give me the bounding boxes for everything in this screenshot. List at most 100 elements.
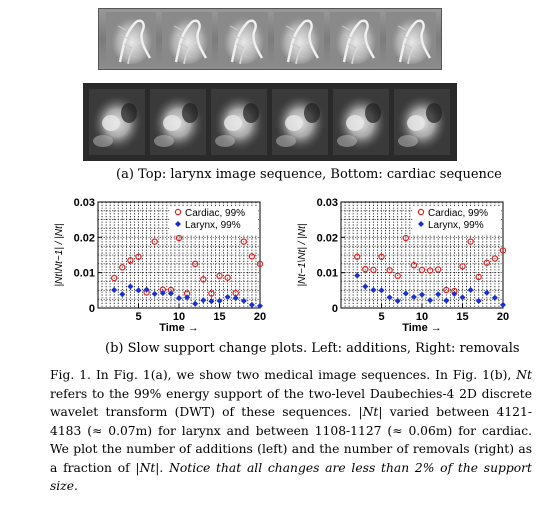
cardiac-point (475, 273, 482, 281)
legend-cardiac-marker (417, 208, 425, 216)
cardiac-point (426, 267, 434, 274)
larynx-point (475, 297, 482, 304)
larynx-point (362, 283, 369, 290)
larynx-image-strip (98, 8, 442, 70)
larynx-point (127, 283, 134, 290)
cardiac-point (135, 253, 142, 260)
larynx-frame (386, 12, 436, 66)
larynx-point (257, 302, 263, 309)
caption-symbol-abs-nt-2: |Nt|. (135, 460, 164, 475)
figure-caption-paragraph: Fig. 1. In Fig. 1(a), we show two medica… (50, 366, 532, 496)
cardiac-point (386, 266, 393, 274)
additions-chart: 0 0.01 0.02 0.03 5 10 15 20 Time → |Nt\Nt−1| / |N… (54, 197, 266, 334)
larynx-point (378, 287, 385, 294)
y-tick-label: 0.02 (74, 232, 95, 244)
larynx-point (184, 294, 191, 301)
cardiac-point (378, 253, 385, 260)
cardiac-point (151, 238, 158, 245)
cardiac-image-strip (83, 83, 457, 161)
x-tick-label: 15 (213, 311, 225, 323)
cardiac-frame (211, 89, 267, 155)
larynx-point (240, 297, 247, 304)
cardiac-point (402, 234, 410, 242)
larynx-point (192, 300, 199, 307)
legend-label: Larynx, 99% (428, 220, 484, 231)
larynx-frames (106, 12, 436, 66)
x-tick-label: 5 (135, 311, 141, 323)
larynx-point (467, 286, 474, 293)
cardiac-point (459, 263, 466, 270)
cardiac-point (370, 266, 377, 274)
larynx-point (119, 291, 126, 298)
legend-label: Cardiac, 99% (185, 208, 245, 219)
cardiac-frames (89, 89, 450, 155)
larynx-point (143, 286, 150, 293)
caption-symbol-abs-nt: |Nt| (358, 405, 383, 419)
y-tick-label: 0.03 (74, 197, 95, 209)
cardiac-point (248, 253, 256, 260)
larynx-point (459, 294, 466, 301)
larynx-frame (106, 12, 156, 66)
larynx-point (500, 301, 506, 308)
caption-symbol-nt: Nt (516, 368, 532, 382)
subfigure-a-caption: (a) Top: larynx image sequence, Bottom: … (116, 167, 502, 182)
larynx-point (370, 286, 377, 293)
larynx-point (176, 295, 182, 302)
larynx-point (151, 290, 158, 297)
larynx-point (111, 286, 118, 293)
larynx-point (402, 290, 409, 297)
larynx-point (386, 294, 393, 301)
y-tick-label: 0.01 (317, 268, 338, 280)
larynx-point (435, 291, 442, 298)
cardiac-frame (89, 89, 145, 155)
y-tick-label: 0 (89, 303, 95, 315)
y-axis-label: |Nt−1\Nt| / |Nt| (297, 224, 308, 287)
caption-text-1: In Fig. 1(a), we show two medical image … (95, 368, 512, 382)
larynx-point (159, 290, 166, 297)
larynx-frame (162, 12, 212, 66)
larynx-point (354, 272, 361, 279)
cardiac-point (110, 274, 118, 282)
larynx-frame (274, 12, 324, 66)
larynx-point (224, 294, 231, 301)
larynx-point (483, 289, 490, 296)
cardiac-point (127, 257, 134, 264)
larynx-point (410, 294, 417, 301)
legend-label: Larynx, 99% (185, 220, 241, 231)
y-axis-label: |Nt\Nt−1| / |Nt| (54, 224, 65, 287)
larynx-point (216, 297, 223, 304)
x-tick-label: 10 (173, 311, 185, 323)
subfigure-b-caption: (b) Slow support change plots. Left: add… (105, 341, 520, 356)
legend-cardiac-marker (174, 208, 182, 216)
cardiac-point (362, 265, 369, 273)
cardiac-point (418, 266, 426, 274)
x-axis-label: Time → (159, 322, 199, 334)
cardiac-point (483, 259, 490, 266)
legend: Cardiac, 99%Larynx, 99% (170, 206, 258, 234)
cardiac-frame (333, 89, 389, 155)
larynx-frame (330, 12, 380, 66)
cardiac-point (216, 272, 223, 280)
cardiac-point (499, 247, 507, 254)
removals-chart: 0 0.01 0.02 0.03 5 10 15 20 Time → |Nt−1\Nt| / |N… (297, 197, 509, 334)
larynx-point (443, 297, 450, 304)
legend-label: Cardiac, 99% (428, 208, 488, 219)
y-tick-label: 0 (332, 303, 338, 315)
legend-larynx-marker (175, 221, 181, 227)
cardiac-point (410, 262, 418, 269)
cardiac-frame (272, 89, 328, 155)
larynx-point (200, 297, 207, 304)
larynx-point (419, 291, 425, 298)
cardiac-point (353, 253, 361, 260)
larynx-point (394, 297, 401, 304)
y-tick-label: 0.03 (317, 197, 338, 209)
cardiac-point (491, 255, 499, 262)
larynx-point (232, 295, 239, 302)
x-tick-label: 5 (378, 311, 384, 323)
x-axis-label: Time → (402, 322, 442, 334)
cardiac-point (256, 260, 264, 268)
larynx-point (135, 287, 142, 294)
y-tick-label: 0.01 (74, 268, 95, 280)
cardiac-point (443, 286, 450, 294)
x-tick-label: 15 (456, 311, 468, 323)
